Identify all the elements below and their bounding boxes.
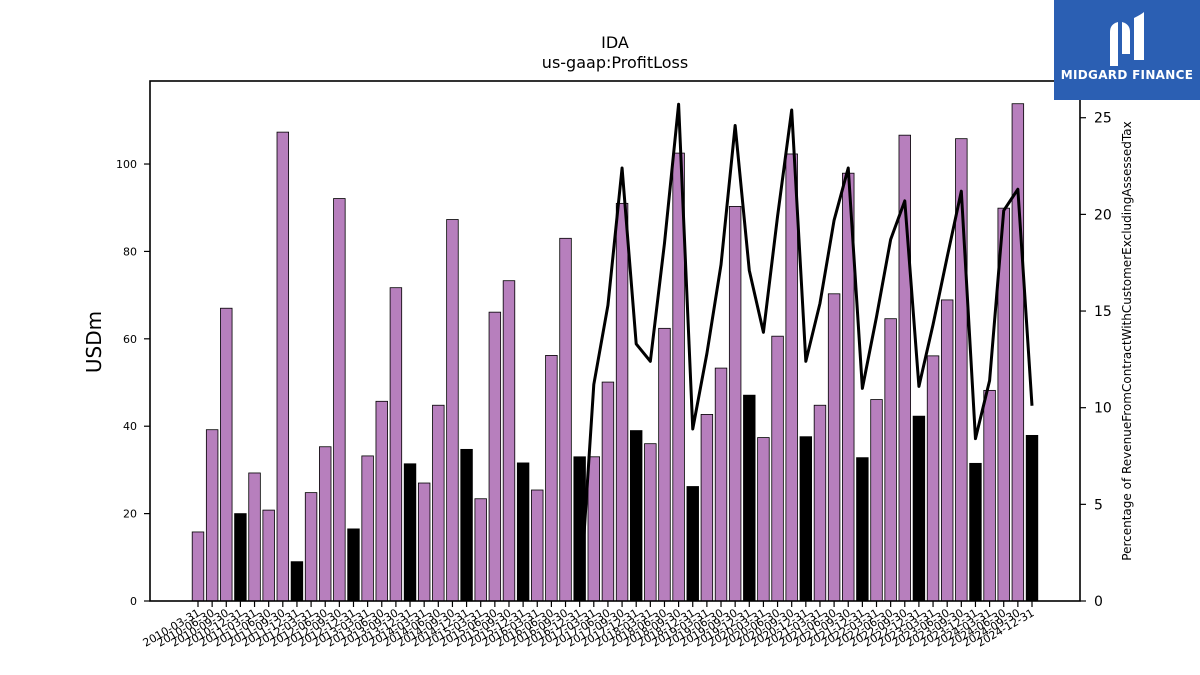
quarterly-bar — [488, 311, 502, 602]
quarterly-bar — [1011, 103, 1025, 602]
quarterly-bar — [728, 206, 742, 602]
quarterly-bar — [502, 280, 516, 602]
y2-tick-label: 15 — [1094, 304, 1112, 320]
quarterly-bar — [319, 446, 332, 602]
brand-name: MIDGARD FINANCE — [1060, 68, 1194, 82]
quarterly-bar — [785, 153, 798, 602]
quarterly-bar — [615, 202, 629, 602]
y2-tick-label: 10 — [1094, 401, 1112, 417]
chart-title: IDA — [601, 33, 629, 52]
quarterly-bar — [248, 472, 261, 602]
revenue-percentage-line — [578, 102, 1034, 602]
quarterly-bar — [587, 456, 601, 602]
midgard-finance-logo: MIDGARD FINANCE — [1054, 0, 1200, 100]
quarterly-bar — [601, 381, 615, 602]
annual-bar — [516, 462, 530, 602]
quarterly-bar — [220, 307, 233, 602]
quarterly-bar — [545, 355, 558, 602]
annual-bar — [290, 561, 304, 602]
annual-bar — [1025, 434, 1039, 602]
quarterly-bar — [276, 131, 290, 602]
quarterly-bar — [771, 335, 784, 602]
y2-axis-label: Percentage of RevenueFromContractWithCus… — [1120, 121, 1134, 560]
y-tick-label: 60 — [123, 333, 137, 346]
y-tick-label: 100 — [116, 158, 137, 171]
y2-tick-label: 5 — [1094, 497, 1103, 513]
bar-series — [191, 103, 1039, 602]
annual-bar — [630, 430, 643, 602]
quarterly-bar — [700, 414, 714, 602]
quarterly-bar — [389, 287, 403, 602]
quarterly-bar — [432, 404, 445, 602]
annual-bar — [403, 463, 417, 602]
quarterly-bar — [304, 492, 318, 602]
quarterly-bar — [191, 531, 205, 602]
quarterly-bar — [375, 400, 388, 602]
quarterly-bar — [474, 498, 487, 602]
quarterly-bar — [333, 198, 346, 602]
quarterly-bar — [827, 293, 841, 602]
chart-subtitle: us-gaap:ProfitLoss — [542, 53, 688, 72]
quarterly-bar — [870, 399, 883, 602]
y2-tick-label: 25 — [1094, 111, 1112, 127]
quarterly-bar — [940, 299, 954, 602]
quarterly-bar — [205, 429, 219, 602]
quarterly-bar — [658, 327, 671, 602]
quarterly-bar — [446, 219, 459, 602]
annual-bar — [799, 436, 813, 602]
y-tick-label: 20 — [123, 508, 137, 521]
quarterly-bar — [361, 455, 374, 602]
quarterly-bar — [926, 355, 940, 602]
y2-tick-label: 0 — [1094, 594, 1103, 610]
logo-mark-icon — [1110, 12, 1144, 66]
quarterly-bar — [417, 482, 431, 602]
quarterly-bar — [262, 509, 275, 602]
quarterly-bar — [813, 404, 827, 602]
annual-bar — [856, 457, 869, 602]
annual-bar — [969, 462, 982, 602]
y-tick-label: 80 — [123, 245, 137, 258]
quarterly-bar — [757, 437, 770, 602]
quarterly-bar — [714, 367, 728, 602]
annual-bar — [743, 394, 756, 602]
annual-bar — [234, 513, 247, 602]
quarterly-bar — [531, 489, 544, 602]
quarterly-bar — [884, 318, 897, 602]
y2-tick-label: 20 — [1094, 207, 1112, 223]
quarterly-bar — [983, 389, 996, 602]
quarterly-bar — [644, 443, 657, 602]
plot-frame — [149, 80, 1081, 602]
annual-bar — [912, 415, 926, 602]
quarterly-bar — [559, 237, 572, 602]
y-tick-label: 0 — [130, 595, 137, 608]
y-tick-label: 40 — [123, 420, 137, 433]
annual-bar — [686, 486, 699, 602]
annual-bar — [460, 448, 473, 602]
y-axis-label: USDm — [82, 311, 106, 373]
annual-bar — [347, 528, 360, 602]
